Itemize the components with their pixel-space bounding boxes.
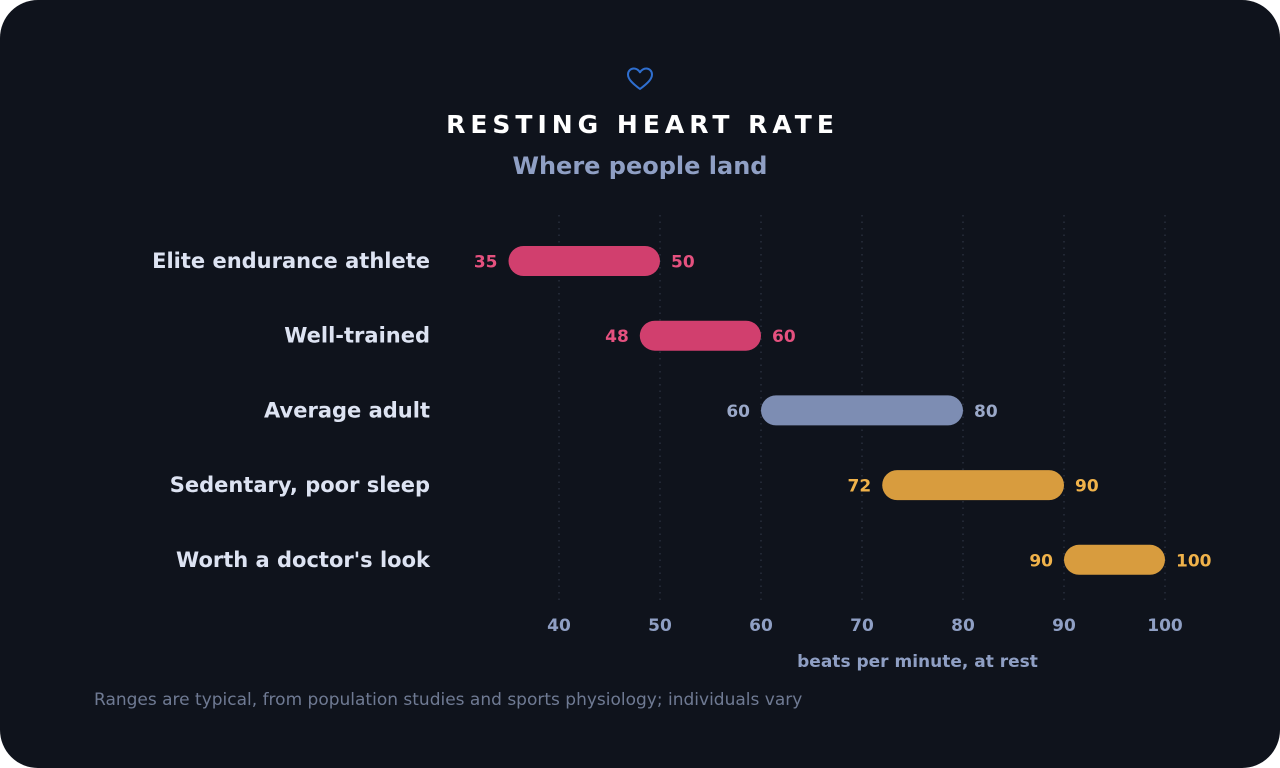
category-label: Average adult — [264, 398, 430, 422]
range-low-label: 48 — [605, 327, 629, 347]
x-tick-label: 100 — [1147, 616, 1183, 636]
heart-icon — [627, 67, 653, 90]
range-high-label: 60 — [772, 327, 796, 347]
range-low-label: 72 — [848, 477, 872, 497]
category-label: Elite endurance athlete — [152, 249, 430, 273]
category-label: Sedentary, poor sleep — [170, 473, 430, 497]
range-high-label: 80 — [974, 402, 998, 422]
x-tick-label: 40 — [547, 616, 571, 636]
category-label: Well-trained — [284, 324, 430, 348]
x-tick-label: 60 — [749, 616, 773, 636]
range-bar — [761, 395, 963, 426]
range-bar — [882, 470, 1064, 501]
range-high-label: 50 — [671, 253, 695, 273]
x-tick-label: 70 — [850, 616, 874, 636]
footnote: Ranges are typical, from population stud… — [94, 690, 803, 710]
x-tick-label: 80 — [951, 616, 975, 636]
x-axis-label: beats per minute, at rest — [797, 652, 1038, 672]
range-low-label: 35 — [474, 253, 498, 273]
range-bar — [508, 246, 660, 276]
range-bar — [639, 320, 761, 351]
x-tick-label: 50 — [648, 616, 672, 636]
range-bar — [1064, 544, 1165, 575]
range-low-label: 60 — [726, 402, 750, 422]
range-low-label: 90 — [1029, 551, 1053, 571]
range-high-label: 90 — [1075, 477, 1099, 497]
chart-title: RESTING HEART RATE — [446, 110, 839, 139]
range-chart: 40 50 60 70 80 90 100 beats per minute, at rest… — [152, 215, 1212, 672]
x-tick-label: 90 — [1052, 616, 1076, 636]
category-label: Worth a doctor's look — [176, 548, 431, 572]
chart-subtitle: Where people land — [512, 152, 768, 180]
range-high-label: 100 — [1176, 551, 1212, 571]
